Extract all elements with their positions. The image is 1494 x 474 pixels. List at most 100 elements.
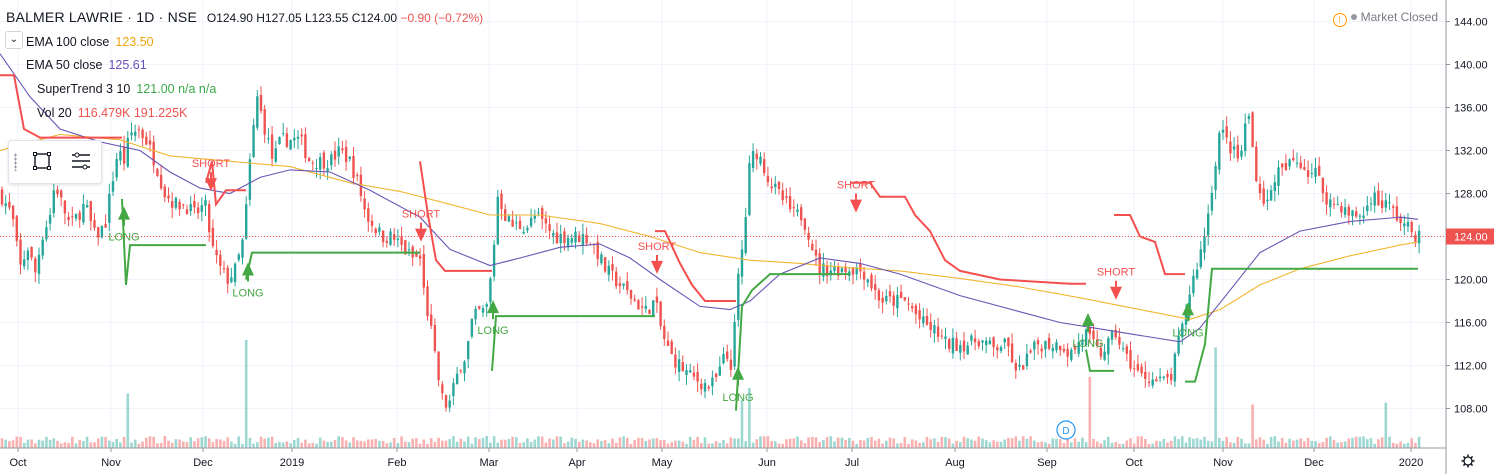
settings-lines-icon[interactable] bbox=[69, 150, 93, 172]
volume-bar bbox=[540, 436, 544, 448]
volume-bar bbox=[1047, 443, 1051, 448]
candle bbox=[522, 231, 525, 234]
candle bbox=[770, 186, 773, 189]
volume-bar bbox=[196, 438, 200, 448]
volume-bar bbox=[825, 437, 829, 448]
candle bbox=[1380, 200, 1384, 209]
candle bbox=[26, 250, 30, 261]
x-tick-label: Oct bbox=[9, 457, 26, 469]
candle bbox=[922, 316, 925, 324]
candle bbox=[1410, 221, 1413, 233]
volume-bar bbox=[148, 436, 152, 448]
volume-bar bbox=[577, 441, 581, 448]
dividend-marker[interactable] bbox=[1056, 420, 1076, 440]
drawing-toolbox[interactable] bbox=[8, 140, 102, 184]
volume-bar bbox=[777, 443, 781, 448]
volume-bar bbox=[89, 442, 93, 448]
candle bbox=[1244, 123, 1247, 152]
candle bbox=[559, 233, 562, 244]
indicator-volume[interactable]: Vol 20 116.479K 191.225K bbox=[37, 106, 187, 120]
volume-bar bbox=[355, 440, 359, 448]
candle bbox=[1036, 340, 1040, 345]
volume-bar bbox=[1277, 441, 1280, 448]
volume-bar bbox=[230, 441, 233, 448]
candle bbox=[370, 220, 374, 226]
volume-bar bbox=[78, 440, 81, 448]
candle bbox=[82, 203, 85, 223]
candle bbox=[1310, 172, 1313, 174]
x-tick-label: Feb bbox=[388, 457, 407, 469]
candle bbox=[1266, 199, 1269, 202]
supertrend-up-segment bbox=[735, 273, 850, 411]
candle bbox=[311, 162, 314, 164]
volume-bar bbox=[1169, 440, 1173, 448]
supertrend-down-segment bbox=[419, 161, 492, 272]
volume-bar bbox=[940, 436, 944, 448]
dividend-marker-label[interactable]: D bbox=[1062, 426, 1069, 437]
candle bbox=[1199, 249, 1202, 267]
volume-bar bbox=[585, 440, 588, 448]
collapse-legend-button[interactable]: ⌄ bbox=[5, 31, 23, 49]
x-tick-label: Aug bbox=[945, 457, 965, 469]
volume-bar bbox=[141, 441, 144, 448]
volume-bar bbox=[640, 438, 644, 448]
indicator-ema100[interactable]: EMA 100 close 123.50 bbox=[26, 35, 154, 49]
candle bbox=[644, 305, 647, 309]
volume-bar bbox=[1332, 440, 1336, 448]
candle bbox=[1003, 338, 1006, 343]
volume-bar bbox=[733, 438, 736, 448]
volume-bar bbox=[270, 436, 274, 448]
candle bbox=[944, 336, 947, 339]
volume-bar bbox=[759, 436, 762, 448]
volume-bar bbox=[1166, 442, 1169, 448]
volume-bar bbox=[1162, 438, 1166, 448]
volume-bar bbox=[85, 436, 89, 448]
volume-bar bbox=[1136, 436, 1140, 448]
volume-bar bbox=[204, 436, 207, 448]
candle bbox=[481, 307, 485, 313]
gear-icon[interactable] bbox=[1461, 454, 1475, 468]
candle bbox=[267, 138, 270, 140]
volume-bar bbox=[322, 440, 326, 448]
volume-bar bbox=[122, 437, 126, 448]
candle bbox=[1133, 368, 1136, 370]
volume-bar bbox=[859, 440, 862, 448]
candle bbox=[63, 200, 67, 214]
volume-bar bbox=[618, 437, 622, 448]
candle bbox=[1336, 204, 1339, 206]
volume-bar bbox=[1292, 440, 1295, 448]
drag-handle-icon[interactable] bbox=[14, 153, 17, 171]
candle bbox=[1295, 162, 1299, 164]
candle bbox=[1417, 230, 1421, 244]
candle bbox=[1181, 323, 1184, 338]
long-signal-arrow bbox=[1182, 302, 1194, 316]
supertrend-down-segment bbox=[0, 74, 122, 139]
volume-bar bbox=[63, 442, 67, 448]
candle bbox=[1277, 167, 1280, 186]
volume-bar bbox=[1014, 436, 1018, 448]
candle bbox=[1207, 213, 1210, 236]
volume-bar bbox=[1044, 442, 1047, 448]
symbol-title[interactable]: BALMER LAWRIE · 1D · NSE bbox=[6, 9, 197, 25]
indicator-ema50[interactable]: EMA 50 close 125.61 bbox=[26, 58, 147, 72]
volume-bar bbox=[766, 436, 770, 448]
candle bbox=[252, 125, 255, 158]
volume-bar bbox=[518, 443, 522, 448]
volume-bar bbox=[93, 442, 96, 448]
volume-bar bbox=[1403, 443, 1406, 448]
rectangle-tool-icon[interactable] bbox=[31, 150, 53, 172]
volume-bar bbox=[555, 436, 559, 448]
indicator-supertrend[interactable]: SuperTrend 3 10 121.00 n/a n/a bbox=[37, 82, 216, 96]
candle bbox=[1318, 165, 1321, 176]
candle bbox=[988, 340, 992, 345]
volume-bar bbox=[799, 440, 803, 448]
candle bbox=[1125, 346, 1128, 354]
open-value: O124.90 bbox=[206, 11, 253, 25]
volume-bar bbox=[1084, 442, 1088, 448]
volume-bar bbox=[189, 437, 192, 448]
volume-bar bbox=[877, 438, 881, 448]
candle bbox=[566, 237, 570, 248]
volume-bar bbox=[1184, 442, 1188, 448]
market-status[interactable]: ! Market Closed bbox=[1332, 10, 1438, 27]
